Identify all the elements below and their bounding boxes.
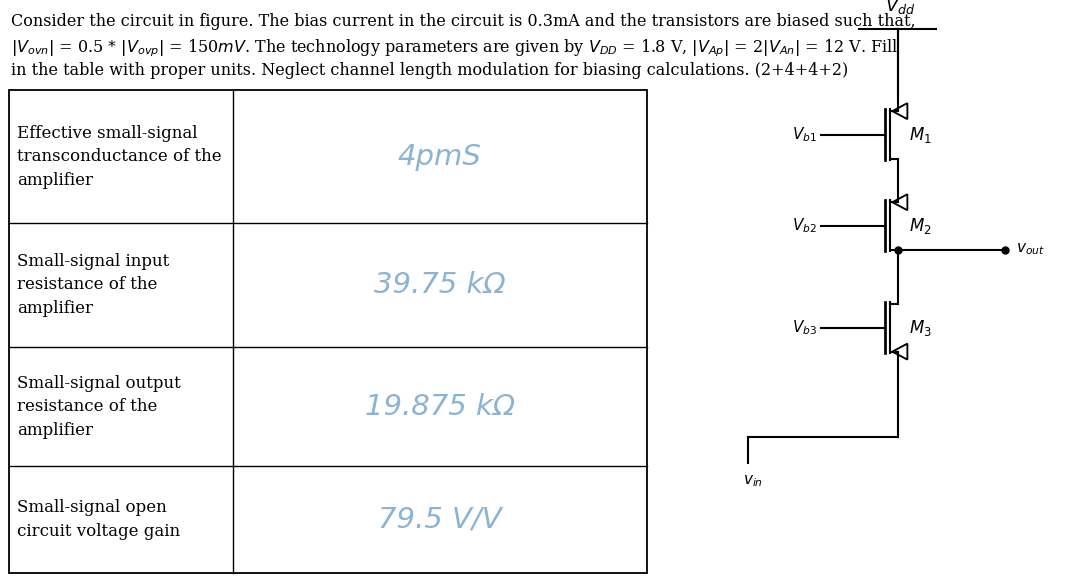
Text: 4pmS: 4pmS bbox=[398, 142, 482, 171]
Text: $|V_{ovn}|$ = 0.5 $*$ $|V_{ovp}|$ = 150$mV$. The technology parameters are given: $|V_{ovn}|$ = 0.5 $*$ $|V_{ovp}|$ = 150$… bbox=[11, 37, 898, 59]
Text: Small-signal output
resistance of the
amplifier: Small-signal output resistance of the am… bbox=[17, 375, 181, 438]
Text: $V_{dd}$: $V_{dd}$ bbox=[885, 0, 915, 16]
Text: $M_1$: $M_1$ bbox=[909, 125, 931, 145]
Text: $M_2$: $M_2$ bbox=[909, 216, 931, 236]
Text: Consider the circuit in figure. The bias current in the circuit is 0.3mA and the: Consider the circuit in figure. The bias… bbox=[11, 13, 915, 30]
Text: $V_{b1}$: $V_{b1}$ bbox=[792, 125, 817, 144]
Text: $v_{out}$: $v_{out}$ bbox=[1016, 242, 1044, 258]
Text: Small-signal open
circuit voltage gain: Small-signal open circuit voltage gain bbox=[17, 499, 181, 540]
Text: $v_{in}$: $v_{in}$ bbox=[743, 473, 762, 489]
Text: 39.75 kΩ: 39.75 kΩ bbox=[374, 271, 506, 299]
Text: in the table with proper units. Neglect channel length modulation for biasing ca: in the table with proper units. Neglect … bbox=[11, 62, 848, 79]
Text: $V_{b2}$: $V_{b2}$ bbox=[792, 216, 817, 236]
Text: $V_{b3}$: $V_{b3}$ bbox=[792, 318, 817, 338]
Text: 79.5 V/V: 79.5 V/V bbox=[378, 505, 501, 533]
Bar bbox=[9, 90, 647, 573]
Text: Effective small-signal
transconductance of the
amplifier: Effective small-signal transconductance … bbox=[17, 125, 221, 188]
Text: Small-signal input
resistance of the
amplifier: Small-signal input resistance of the amp… bbox=[17, 253, 169, 317]
Text: $M_3$: $M_3$ bbox=[909, 318, 931, 338]
Text: 19.875 kΩ: 19.875 kΩ bbox=[365, 392, 515, 421]
